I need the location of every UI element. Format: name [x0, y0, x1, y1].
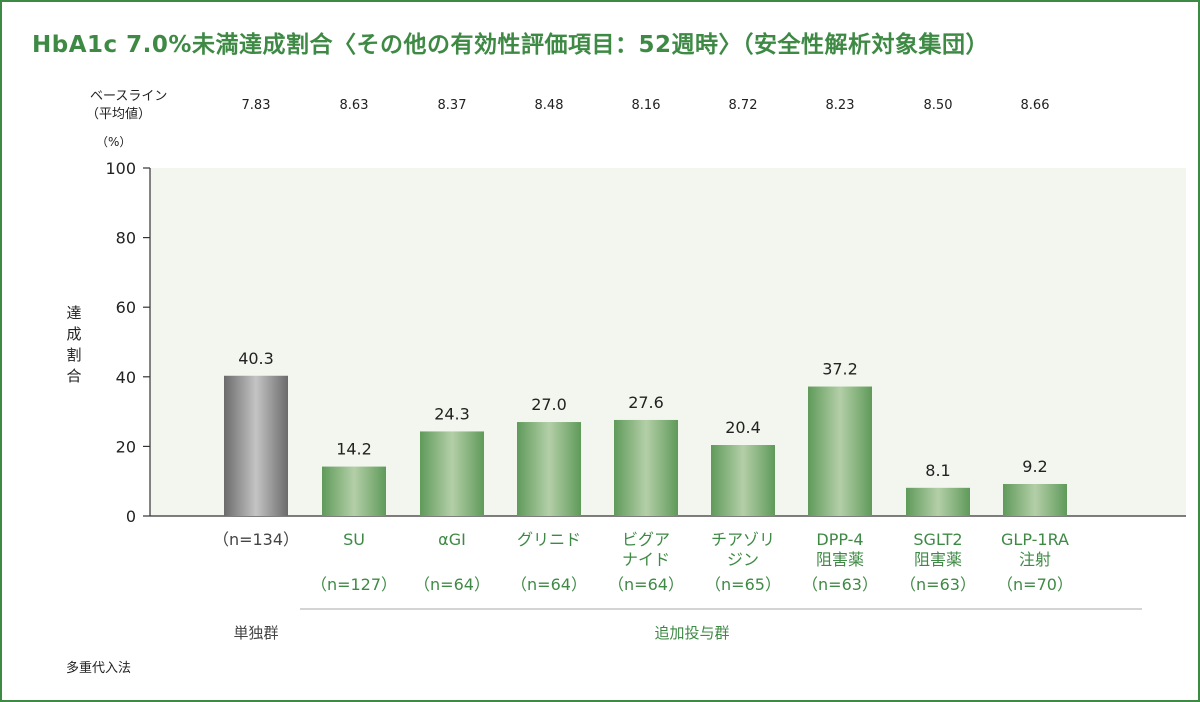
category-label: 注射 — [1019, 550, 1051, 569]
category-label: （n=127） — [311, 575, 397, 594]
category-label: （n=64） — [414, 575, 490, 594]
bar — [808, 386, 872, 516]
baseline-value: 8.16 — [632, 98, 661, 113]
y-axis-title-char: 合 — [66, 367, 81, 385]
category-label: ジン — [727, 550, 759, 569]
category-label: 阻害薬 — [914, 550, 962, 569]
category-label: SGLT2 — [913, 530, 962, 549]
bar — [614, 419, 678, 516]
y-tick-label: 40 — [116, 368, 136, 387]
baseline-value: 7.83 — [242, 98, 271, 113]
bar — [906, 487, 970, 516]
y-tick-label: 60 — [116, 298, 136, 317]
category-label: （n=134） — [213, 530, 299, 549]
category-label: （n=64） — [511, 575, 587, 594]
bar — [224, 375, 288, 516]
y-tick-label: 100 — [105, 159, 136, 178]
group-label-add-on: 追加投与群 — [654, 624, 729, 642]
category-label: ビグア — [622, 530, 670, 549]
group-label-monotherapy: 単独群 — [233, 624, 278, 642]
category-label: グリニド — [517, 530, 581, 549]
category-label: 阻害薬 — [816, 550, 864, 569]
category-label: チアゾリ — [711, 530, 775, 549]
category-label: （n=65） — [705, 575, 781, 594]
y-tick-label: 80 — [116, 229, 136, 248]
chart-title: HbA1c 7.0%未満達成割合〈その他の有効性評価項目：52週時〉（安全性解析… — [32, 31, 989, 58]
baseline-value: 8.48 — [535, 98, 564, 113]
category-label: （n=70） — [997, 575, 1073, 594]
y-axis-title-char: 達 — [66, 304, 81, 322]
bar-value-label: 37.2 — [822, 360, 858, 379]
category-label: DPP-4 — [816, 530, 863, 549]
bar-value-label: 27.0 — [531, 395, 567, 414]
bar-value-label: 20.4 — [725, 418, 761, 437]
bar — [517, 422, 581, 516]
baseline-value: 8.50 — [924, 98, 953, 113]
bar-value-label: 27.6 — [628, 393, 664, 412]
y-tick-label: 20 — [116, 437, 136, 456]
category-label: （n=64） — [608, 575, 684, 594]
baseline-label-line2: （平均値） — [86, 106, 151, 122]
baseline-value: 8.37 — [438, 98, 467, 113]
category-label: GLP-1RA — [1001, 530, 1069, 549]
baseline-value: 8.66 — [1021, 98, 1050, 113]
bar — [420, 431, 484, 516]
bar-value-label: 24.3 — [434, 404, 470, 423]
y-axis-title-char: 成 — [66, 325, 81, 343]
bar — [711, 445, 775, 516]
baseline-value: 8.63 — [340, 98, 369, 113]
category-label: （n=63） — [802, 575, 878, 594]
y-tick-label: 0 — [126, 507, 136, 526]
y-axis-title-char: 割 — [66, 346, 81, 364]
baseline-value: 8.23 — [826, 98, 855, 113]
category-label: ナイド — [622, 550, 670, 569]
y-unit-label: （%） — [96, 135, 131, 149]
bar — [1003, 483, 1067, 516]
bar-value-label: 9.2 — [1022, 457, 1047, 476]
bar-value-label: 8.1 — [925, 461, 950, 480]
category-label: SU — [343, 530, 365, 549]
y-axis-title: 達成割合 — [66, 304, 81, 385]
bar-value-label: 14.2 — [336, 440, 372, 459]
bar — [322, 466, 386, 516]
footnote-method: 多重代入法 — [66, 660, 131, 676]
category-label: αGI — [438, 530, 466, 549]
category-label: （n=63） — [900, 575, 976, 594]
baseline-label-line1: ベースライン — [90, 89, 167, 104]
baseline-value: 8.72 — [729, 98, 758, 113]
bar-value-label: 40.3 — [238, 349, 274, 368]
